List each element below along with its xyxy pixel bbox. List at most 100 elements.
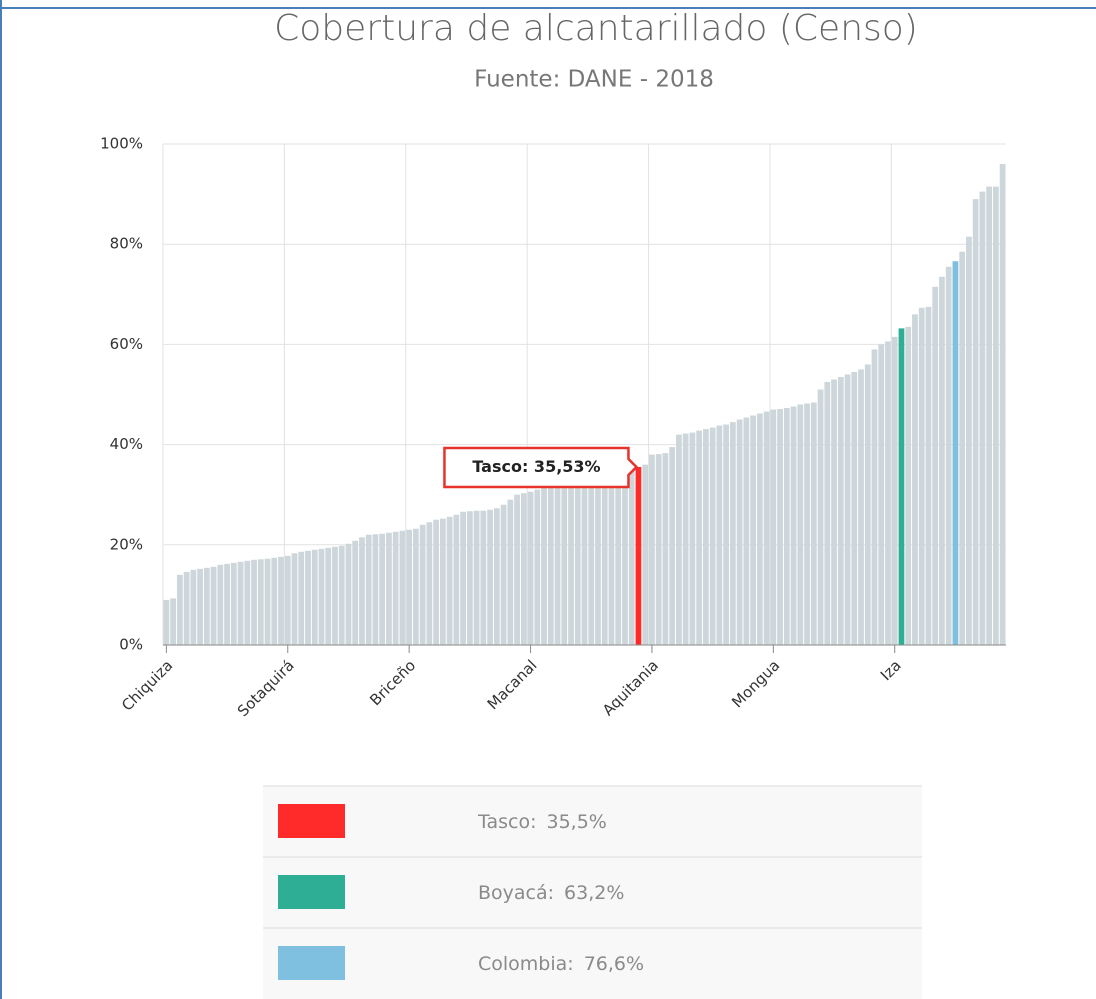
bar — [203, 567, 210, 645]
bar — [736, 419, 743, 645]
bar — [790, 406, 797, 645]
legend-text: Tasco: 35,5% — [477, 811, 607, 833]
bar — [864, 364, 871, 645]
bar — [237, 561, 244, 645]
chart-subtitle: Fuente: DANE - 2018 — [474, 67, 714, 93]
bar — [493, 508, 500, 645]
chart-title: Cobertura de alcantarillado (Censo) — [274, 8, 918, 49]
legend-value: 35,5% — [546, 811, 606, 833]
legend-label: Boyacá: — [478, 882, 554, 904]
bar — [729, 422, 736, 645]
bar — [217, 564, 224, 645]
bar — [359, 537, 365, 645]
bar — [696, 430, 703, 645]
bar — [689, 432, 696, 645]
bar — [473, 510, 480, 645]
bar — [595, 475, 601, 645]
legend-swatch — [278, 804, 345, 838]
legend-label: Colombia: — [478, 953, 574, 975]
bar — [224, 563, 230, 645]
bar — [703, 429, 709, 645]
tooltip-text: Tasco: 35,53% — [472, 457, 600, 476]
bar — [783, 408, 790, 645]
bar — [278, 556, 284, 645]
bar — [466, 511, 473, 645]
bar — [183, 571, 190, 645]
tooltip-box — [443, 446, 639, 489]
legend-row — [263, 786, 922, 857]
bar — [338, 545, 345, 645]
bar — [298, 551, 305, 645]
bar — [318, 548, 325, 645]
bar — [885, 341, 891, 645]
bar — [325, 547, 332, 645]
bar — [601, 474, 608, 645]
bar — [628, 468, 635, 645]
bar — [514, 494, 520, 645]
bar — [547, 484, 554, 645]
bar — [986, 186, 993, 645]
y-tick-label: 0% — [119, 636, 143, 654]
bar — [858, 369, 864, 645]
bar — [952, 261, 959, 645]
y-tick-label: 20% — [110, 535, 143, 553]
bar — [365, 534, 372, 645]
bar — [426, 522, 433, 645]
bar — [210, 566, 217, 645]
bar — [912, 314, 918, 645]
bar — [197, 568, 203, 645]
bar — [311, 549, 318, 645]
bar — [433, 519, 440, 645]
bar — [662, 453, 669, 645]
bar — [554, 483, 561, 645]
bar — [345, 543, 352, 645]
bar — [520, 493, 527, 645]
bar — [399, 530, 406, 645]
y-tick-label: 60% — [110, 335, 143, 353]
legend-swatch — [278, 946, 345, 980]
bar — [190, 569, 197, 645]
bar — [999, 164, 1006, 646]
bar — [622, 470, 628, 645]
bar — [561, 481, 568, 645]
legend-value: 63,2% — [564, 882, 624, 904]
bar — [230, 562, 237, 645]
legend-row — [263, 928, 922, 999]
bar — [824, 381, 831, 645]
bar — [716, 425, 723, 645]
bar — [797, 404, 804, 645]
bar — [372, 534, 379, 645]
bar — [993, 186, 999, 645]
bar — [851, 371, 858, 645]
bar — [743, 417, 750, 645]
legend-row — [263, 857, 922, 928]
bar — [972, 199, 979, 646]
legend-value: 76,6% — [584, 953, 644, 975]
legend: Tasco: 35,5% Boyacá: 63,2% Colombia: 76,6% — [263, 785, 922, 999]
bar — [750, 415, 756, 645]
bar — [756, 413, 763, 645]
bar — [723, 424, 729, 645]
bar — [291, 553, 298, 645]
bar — [642, 464, 649, 645]
bar — [176, 574, 183, 645]
bar — [932, 286, 939, 645]
bar — [878, 344, 885, 645]
bar — [460, 511, 466, 645]
bar — [446, 516, 453, 645]
bar — [649, 454, 655, 645]
bar — [669, 447, 676, 645]
bar — [251, 559, 257, 645]
bar — [581, 477, 588, 645]
legend-label: Tasco: — [477, 811, 536, 833]
bar — [979, 191, 986, 645]
bar — [905, 326, 912, 645]
bar — [655, 454, 662, 645]
bar — [682, 433, 689, 645]
legend-text: Boyacá: 63,2% — [478, 882, 624, 904]
bar — [163, 599, 170, 645]
bar — [810, 402, 817, 645]
bar — [588, 476, 595, 645]
y-tick-label: 100% — [100, 135, 143, 153]
